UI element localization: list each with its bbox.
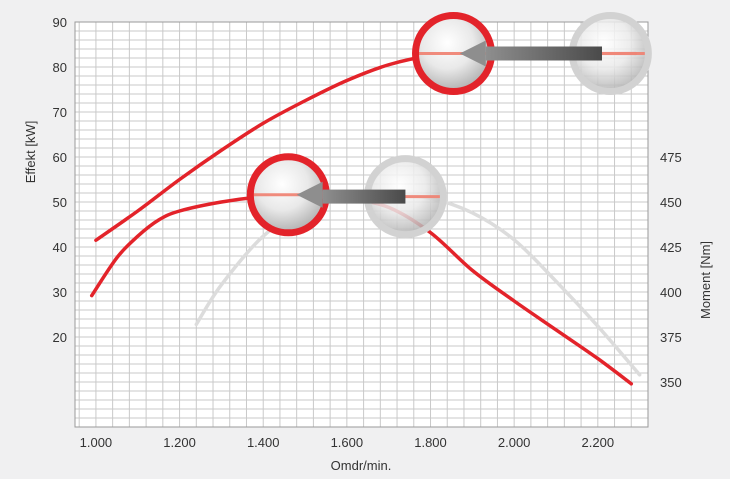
y-right-tick-label: 425 <box>660 240 682 255</box>
arrow-head <box>296 181 323 208</box>
y-axis-right-label: Moment [Nm] <box>698 241 713 319</box>
arrow-head <box>459 40 486 67</box>
y-right-tick-label: 475 <box>660 150 682 165</box>
y-right-tick-label: 375 <box>660 330 682 345</box>
y-right-tick-label: 450 <box>660 195 682 210</box>
arrow-shaft <box>485 46 602 61</box>
x-tick-label: 1.400 <box>247 435 280 450</box>
x-tick-label: 2.200 <box>582 435 615 450</box>
x-tick-label: 1.800 <box>414 435 447 450</box>
y-left-tick-label: 30 <box>53 285 67 300</box>
x-tick-label: 1.600 <box>331 435 364 450</box>
y-axis-left-label: Effekt [kW] <box>23 121 38 184</box>
y-left-tick-label: 90 <box>53 15 67 30</box>
y-left-tick-label: 50 <box>53 195 67 210</box>
y-left-tick-label: 40 <box>53 240 67 255</box>
y-left-tick-label: 20 <box>53 330 67 345</box>
plot-border <box>74 21 649 428</box>
y-right-tick-label: 400 <box>660 285 682 300</box>
tick-labels: 1.000 1.200 1.400 1.600 1.800 2.000 2.200 20 30 4… <box>53 15 682 450</box>
x-axis-label: Omdr/min. <box>331 458 392 473</box>
x-tick-label: 1.000 <box>80 435 113 450</box>
x-tick-label: 1.200 <box>163 435 196 450</box>
arrow-shaft <box>322 189 406 204</box>
x-tick-label: 2.000 <box>498 435 531 450</box>
annotations <box>246 12 652 239</box>
plot-area <box>75 22 648 427</box>
y-left-tick-label: 80 <box>53 60 67 75</box>
y-left-tick-label: 60 <box>53 150 67 165</box>
y-left-tick-label: 70 <box>53 105 67 120</box>
y-right-tick-label: 350 <box>660 375 682 390</box>
